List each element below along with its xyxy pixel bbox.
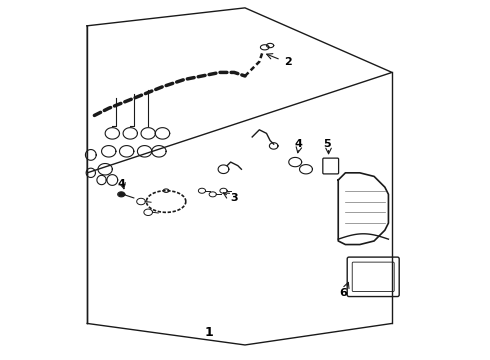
Text: 3: 3 [230,193,238,203]
Text: 4: 4 [295,139,303,149]
Text: 5: 5 [324,139,331,149]
Text: 6: 6 [340,288,347,298]
Text: 4: 4 [117,179,125,189]
Text: 2: 2 [284,57,292,67]
Polygon shape [119,193,124,196]
Text: 1: 1 [205,326,214,339]
